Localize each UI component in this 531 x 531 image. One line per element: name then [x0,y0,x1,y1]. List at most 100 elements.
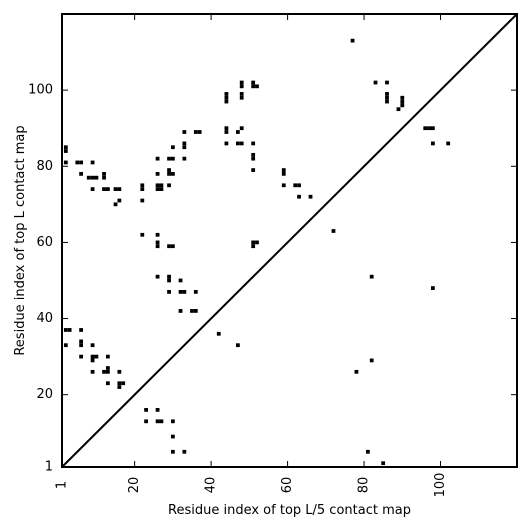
contact-cell-upper [140,187,145,191]
contact-cell-lower [167,278,171,283]
contact-cell-upper [140,183,145,188]
contact-cell-upper [140,232,145,237]
contact-cell-upper [385,92,389,96]
contact-cell-upper [75,160,80,165]
contact-cell-upper [117,198,122,203]
contact-cell-lower [90,343,95,348]
contact-cell-upper [167,168,171,172]
contact-cell-upper [281,183,286,188]
contact-cell-upper [167,156,171,161]
y-tick-label: 80 [36,159,53,174]
contact-cell-lower [193,309,198,313]
contact-cell-upper [113,202,118,207]
contact-cell-upper [396,107,401,112]
contact-cell-lower [67,328,72,332]
contact-cell-upper [400,95,405,100]
contact-cell-lower [117,385,122,389]
contact-cell-upper [90,187,95,191]
contact-cell-upper [155,187,160,191]
contact-cell-upper [182,130,187,134]
contact-cell-upper [297,183,301,188]
contact-cell-lower [79,339,84,344]
contact-cell-lower [102,369,106,374]
contact-cell-upper [159,183,164,188]
contact-cell-lower [354,369,359,374]
x-tick-label: 1 [55,481,70,489]
contact-cell-lower [90,358,95,363]
contact-cell-upper [159,187,164,191]
contact-cell-upper [102,187,106,191]
contact-cell-upper [400,99,405,104]
contact-cell-lower [94,354,99,359]
contact-cell-upper [281,171,286,176]
contact-cell-lower [170,419,175,424]
contact-cell-upper [239,126,244,131]
contact-cell-upper [102,175,106,180]
contact-cell-upper [170,156,175,161]
contact-cell-upper [102,171,106,176]
contact-cell-lower [155,419,160,424]
contact-cell-lower [144,419,149,424]
contact-cell-upper [350,38,355,43]
x-tick-label: 80 [357,477,372,494]
contact-cell-upper [117,187,122,191]
contact-cell-upper [430,126,435,131]
contact-cell-upper [182,145,187,150]
contact-cell-lower [430,286,435,290]
contact-cell-upper [251,168,256,172]
contact-cell-upper [197,130,202,134]
contact-cell-lower [121,381,126,386]
contact-cell-upper [239,95,244,100]
contact-cell-upper [155,183,160,188]
contact-cell-upper [170,244,175,249]
contact-cell-upper [251,80,256,85]
contact-cell-upper [297,194,301,199]
y-tick-label: 20 [36,387,53,402]
contact-cell-upper [251,152,256,157]
contact-cell-upper [385,80,389,85]
contact-cell-upper [167,244,171,249]
contact-cell-upper [430,141,435,146]
contact-cell-upper [224,126,229,131]
contact-cell-upper [63,160,68,165]
contact-cell-lower [216,331,221,336]
contact-cell-upper [224,141,229,146]
y-axis-label: Residue index of top L contact map [13,125,28,355]
contact-cell-lower [155,274,160,279]
contact-cell-lower [90,369,95,374]
contact-cell-upper [423,126,428,131]
contact-cell-lower [159,419,164,424]
contact-cell-upper [113,187,118,191]
y-tick-label: 100 [28,83,53,98]
contact-cell-upper [170,145,175,150]
contact-cell-upper [251,244,256,249]
contact-cell-lower [182,449,187,454]
contact-cell-lower [178,278,183,283]
contact-cell-lower [90,354,95,359]
x-axis-ticks: 1 20 40 60 80 100 [55,14,448,497]
contact-cell-upper [239,80,244,85]
contact-cell-upper [167,183,171,188]
contact-cell-lower [365,449,370,454]
contact-cell-upper [400,103,405,108]
contact-cell-upper [239,141,244,146]
contact-cell-upper [235,141,240,146]
contact-cell-upper [427,126,431,131]
contact-cell-upper [293,183,298,188]
x-tick-label: 20 [127,477,142,494]
contact-cell-upper [239,92,244,96]
contact-cell-upper [182,141,187,146]
y-tick-label: 1 [45,460,53,475]
contact-cell-lower [170,449,175,454]
contact-cell-lower [381,461,386,466]
contact-cell-upper [86,175,91,180]
contact-cell-upper [224,130,229,134]
contact-cell-upper [167,171,171,176]
contact-cell-upper [79,171,84,176]
contact-cell-upper [155,232,160,237]
contact-cell-lower [190,309,194,313]
contact-cell-upper [251,141,256,146]
contact-cell-lower [105,381,110,386]
contact-cell-upper [182,156,187,161]
